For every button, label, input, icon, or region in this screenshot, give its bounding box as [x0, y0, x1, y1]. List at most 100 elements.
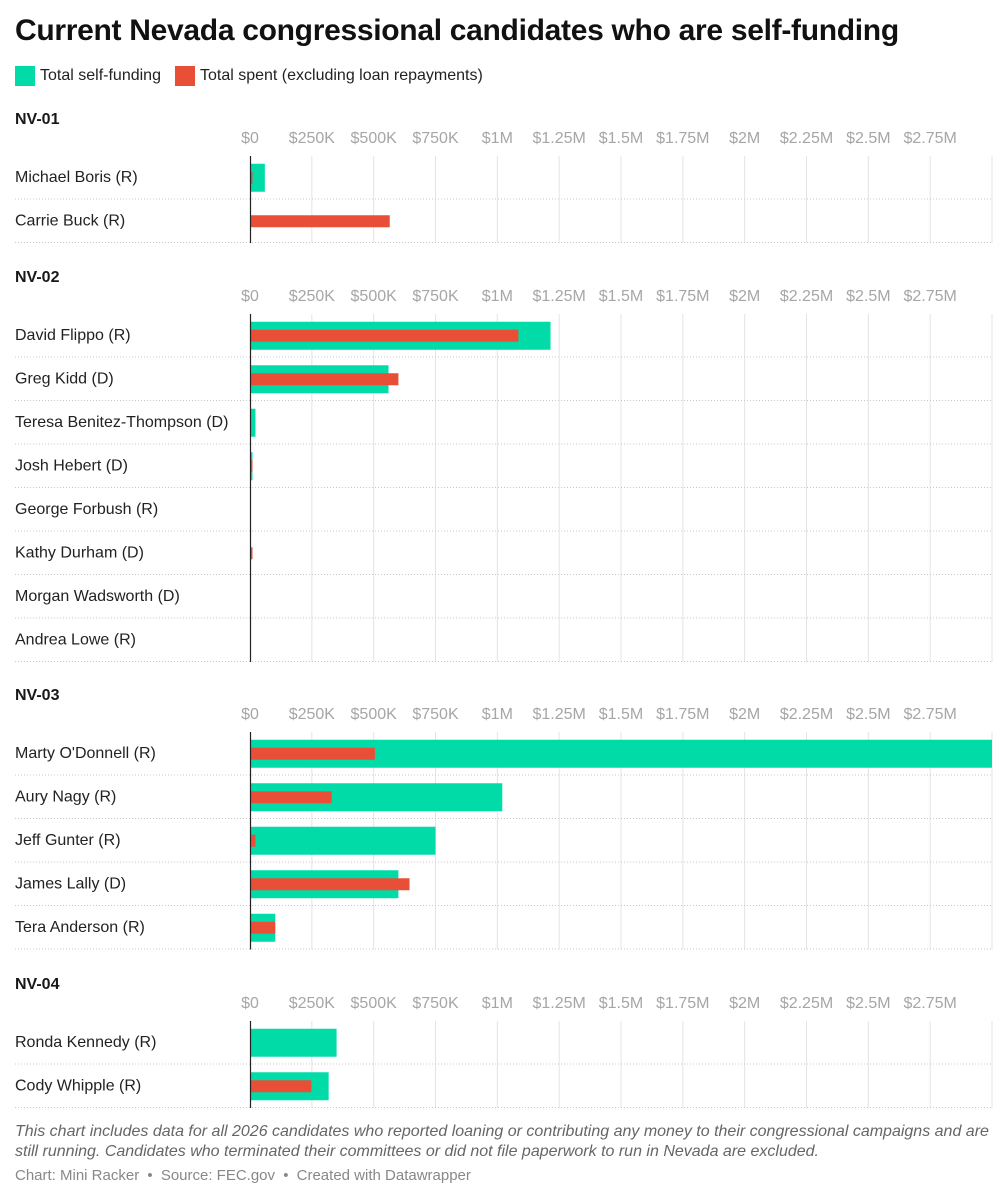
x-tick-label: $1M — [482, 995, 513, 1012]
x-tick-label: $2.75M — [903, 995, 956, 1012]
chart-credit: Chart: Mini Racker • Source: FEC.gov • C… — [15, 1167, 471, 1184]
x-tick-label: $750K — [412, 288, 459, 305]
legend-swatch-self-funding — [15, 66, 35, 86]
bar-chart: NV-01 $0 $250K $500K $750K $1M $1.25M $1.5M $1.7… — [15, 111, 993, 1108]
x-tick-label: $1.5M — [599, 706, 643, 723]
x-tick-label: $2.75M — [903, 706, 956, 723]
group-label: NV-02 — [15, 269, 60, 286]
credit-tool: Created with Datawrapper — [296, 1167, 471, 1184]
group-label: NV-01 — [15, 111, 60, 128]
legend: Total self-funding Total spent (excludin… — [15, 66, 497, 86]
x-tick-label: $2.75M — [903, 130, 956, 147]
x-tick-label: $500K — [351, 995, 398, 1012]
x-tick-label: $2M — [729, 130, 760, 147]
bar-spent — [250, 547, 253, 560]
x-tick-label: $1M — [482, 706, 513, 723]
x-tick-label: $1.5M — [599, 288, 643, 305]
x-tick-label: $2.5M — [846, 706, 890, 723]
x-tick-label: $2.5M — [846, 288, 890, 305]
candidate-name: Kathy Durham (D) — [15, 544, 144, 561]
legend-label-self-funding: Total self-funding — [40, 67, 161, 84]
x-tick-label: $1.75M — [656, 288, 709, 305]
x-tick-label: $500K — [351, 130, 398, 147]
candidate-name: Cody Whipple (R) — [15, 1077, 141, 1094]
bar-spent — [250, 878, 410, 891]
bar-spent — [250, 747, 375, 760]
candidate-name: Josh Hebert (D) — [15, 457, 128, 474]
x-tick-label: $2.25M — [780, 706, 833, 723]
bar-self-funding — [250, 163, 265, 192]
x-tick-label: $2M — [729, 706, 760, 723]
bar-spent — [250, 921, 276, 934]
x-tick-label: $0 — [241, 288, 259, 305]
bar-spent — [250, 171, 253, 184]
candidate-name: Jeff Gunter (R) — [15, 832, 121, 849]
x-tick-label: $750K — [412, 995, 459, 1012]
x-tick-label: $250K — [289, 288, 336, 305]
candidate-name: Tera Anderson (R) — [15, 919, 145, 936]
credit-separator: • — [283, 1167, 289, 1184]
legend-label-spent: Total spent (excluding loan repayments) — [199, 67, 483, 84]
group-label: NV-03 — [15, 687, 60, 704]
chart-title: Current Nevada congressional candidates … — [15, 14, 899, 47]
legend-item-spent: Total spent (excluding loan repayments) — [174, 66, 483, 86]
x-tick-label: $1.25M — [532, 288, 585, 305]
x-tick-label: $750K — [412, 706, 459, 723]
candidate-name: James Lally (D) — [15, 875, 126, 892]
candidate-name: Ronda Kennedy (R) — [15, 1034, 156, 1051]
x-tick-label: $2.5M — [846, 130, 890, 147]
candidate-name: Marty O'Donnell (R) — [15, 745, 156, 762]
group-label: NV-04 — [15, 976, 60, 993]
x-tick-label: $0 — [241, 995, 259, 1012]
bar-spent — [250, 1080, 312, 1093]
x-tick-label: $2M — [729, 995, 760, 1012]
x-tick-label: $2M — [729, 288, 760, 305]
bar-self-funding — [250, 408, 256, 437]
x-tick-label: $2.25M — [780, 995, 833, 1012]
candidate-name: David Flippo (R) — [15, 327, 131, 344]
x-tick-label: $250K — [289, 706, 336, 723]
bar-spent — [250, 834, 256, 847]
candidate-name: Aury Nagy (R) — [15, 788, 116, 805]
candidate-name: Teresa Benitez-Thompson (D) — [15, 414, 228, 431]
x-tick-label: $750K — [412, 130, 459, 147]
x-tick-label: $1.75M — [656, 706, 709, 723]
x-tick-label: $1.25M — [532, 130, 585, 147]
credit-source: Source: FEC.gov — [160, 1167, 276, 1184]
x-tick-label: $250K — [289, 130, 336, 147]
candidate-name: Carrie Buck (R) — [15, 212, 125, 229]
candidate-name: Greg Kidd (D) — [15, 370, 114, 387]
credit-separator: • — [147, 1167, 153, 1184]
x-tick-label: $1.75M — [656, 995, 709, 1012]
x-tick-label: $1.5M — [599, 995, 643, 1012]
x-tick-label: $1.5M — [599, 130, 643, 147]
bar-spent — [250, 215, 390, 228]
x-tick-label: $250K — [289, 995, 336, 1012]
bar-self-funding — [250, 826, 436, 855]
candidate-name: Andrea Lowe (R) — [15, 631, 136, 648]
candidate-name: Michael Boris (R) — [15, 169, 138, 186]
legend-item-self-funding: Total self-funding — [15, 66, 161, 86]
bar-spent — [250, 791, 332, 804]
x-tick-label: $1.25M — [532, 995, 585, 1012]
legend-swatch-spent — [174, 66, 195, 86]
bar-spent — [250, 329, 519, 342]
x-tick-label: $2.25M — [780, 130, 833, 147]
bar-spent — [250, 373, 399, 386]
candidate-name: Morgan Wadsworth (D) — [15, 588, 180, 605]
bar-spent — [250, 460, 253, 473]
x-tick-label: $2.75M — [903, 288, 956, 305]
chart-note: This chart includes data for all 2026 ca… — [15, 1123, 989, 1160]
x-tick-label: $500K — [351, 288, 398, 305]
x-tick-label: $1.25M — [532, 706, 585, 723]
credit-author: Chart: Mini Racker — [15, 1167, 140, 1184]
x-tick-label: $0 — [241, 706, 259, 723]
x-tick-label: $0 — [241, 130, 259, 147]
x-tick-label: $1.75M — [656, 130, 709, 147]
candidate-name: George Forbush (R) — [15, 501, 158, 518]
x-tick-label: $500K — [351, 706, 398, 723]
x-tick-label: $2.5M — [846, 995, 890, 1012]
x-tick-label: $1M — [482, 130, 513, 147]
x-tick-label: $1M — [482, 288, 513, 305]
x-tick-label: $2.25M — [780, 288, 833, 305]
